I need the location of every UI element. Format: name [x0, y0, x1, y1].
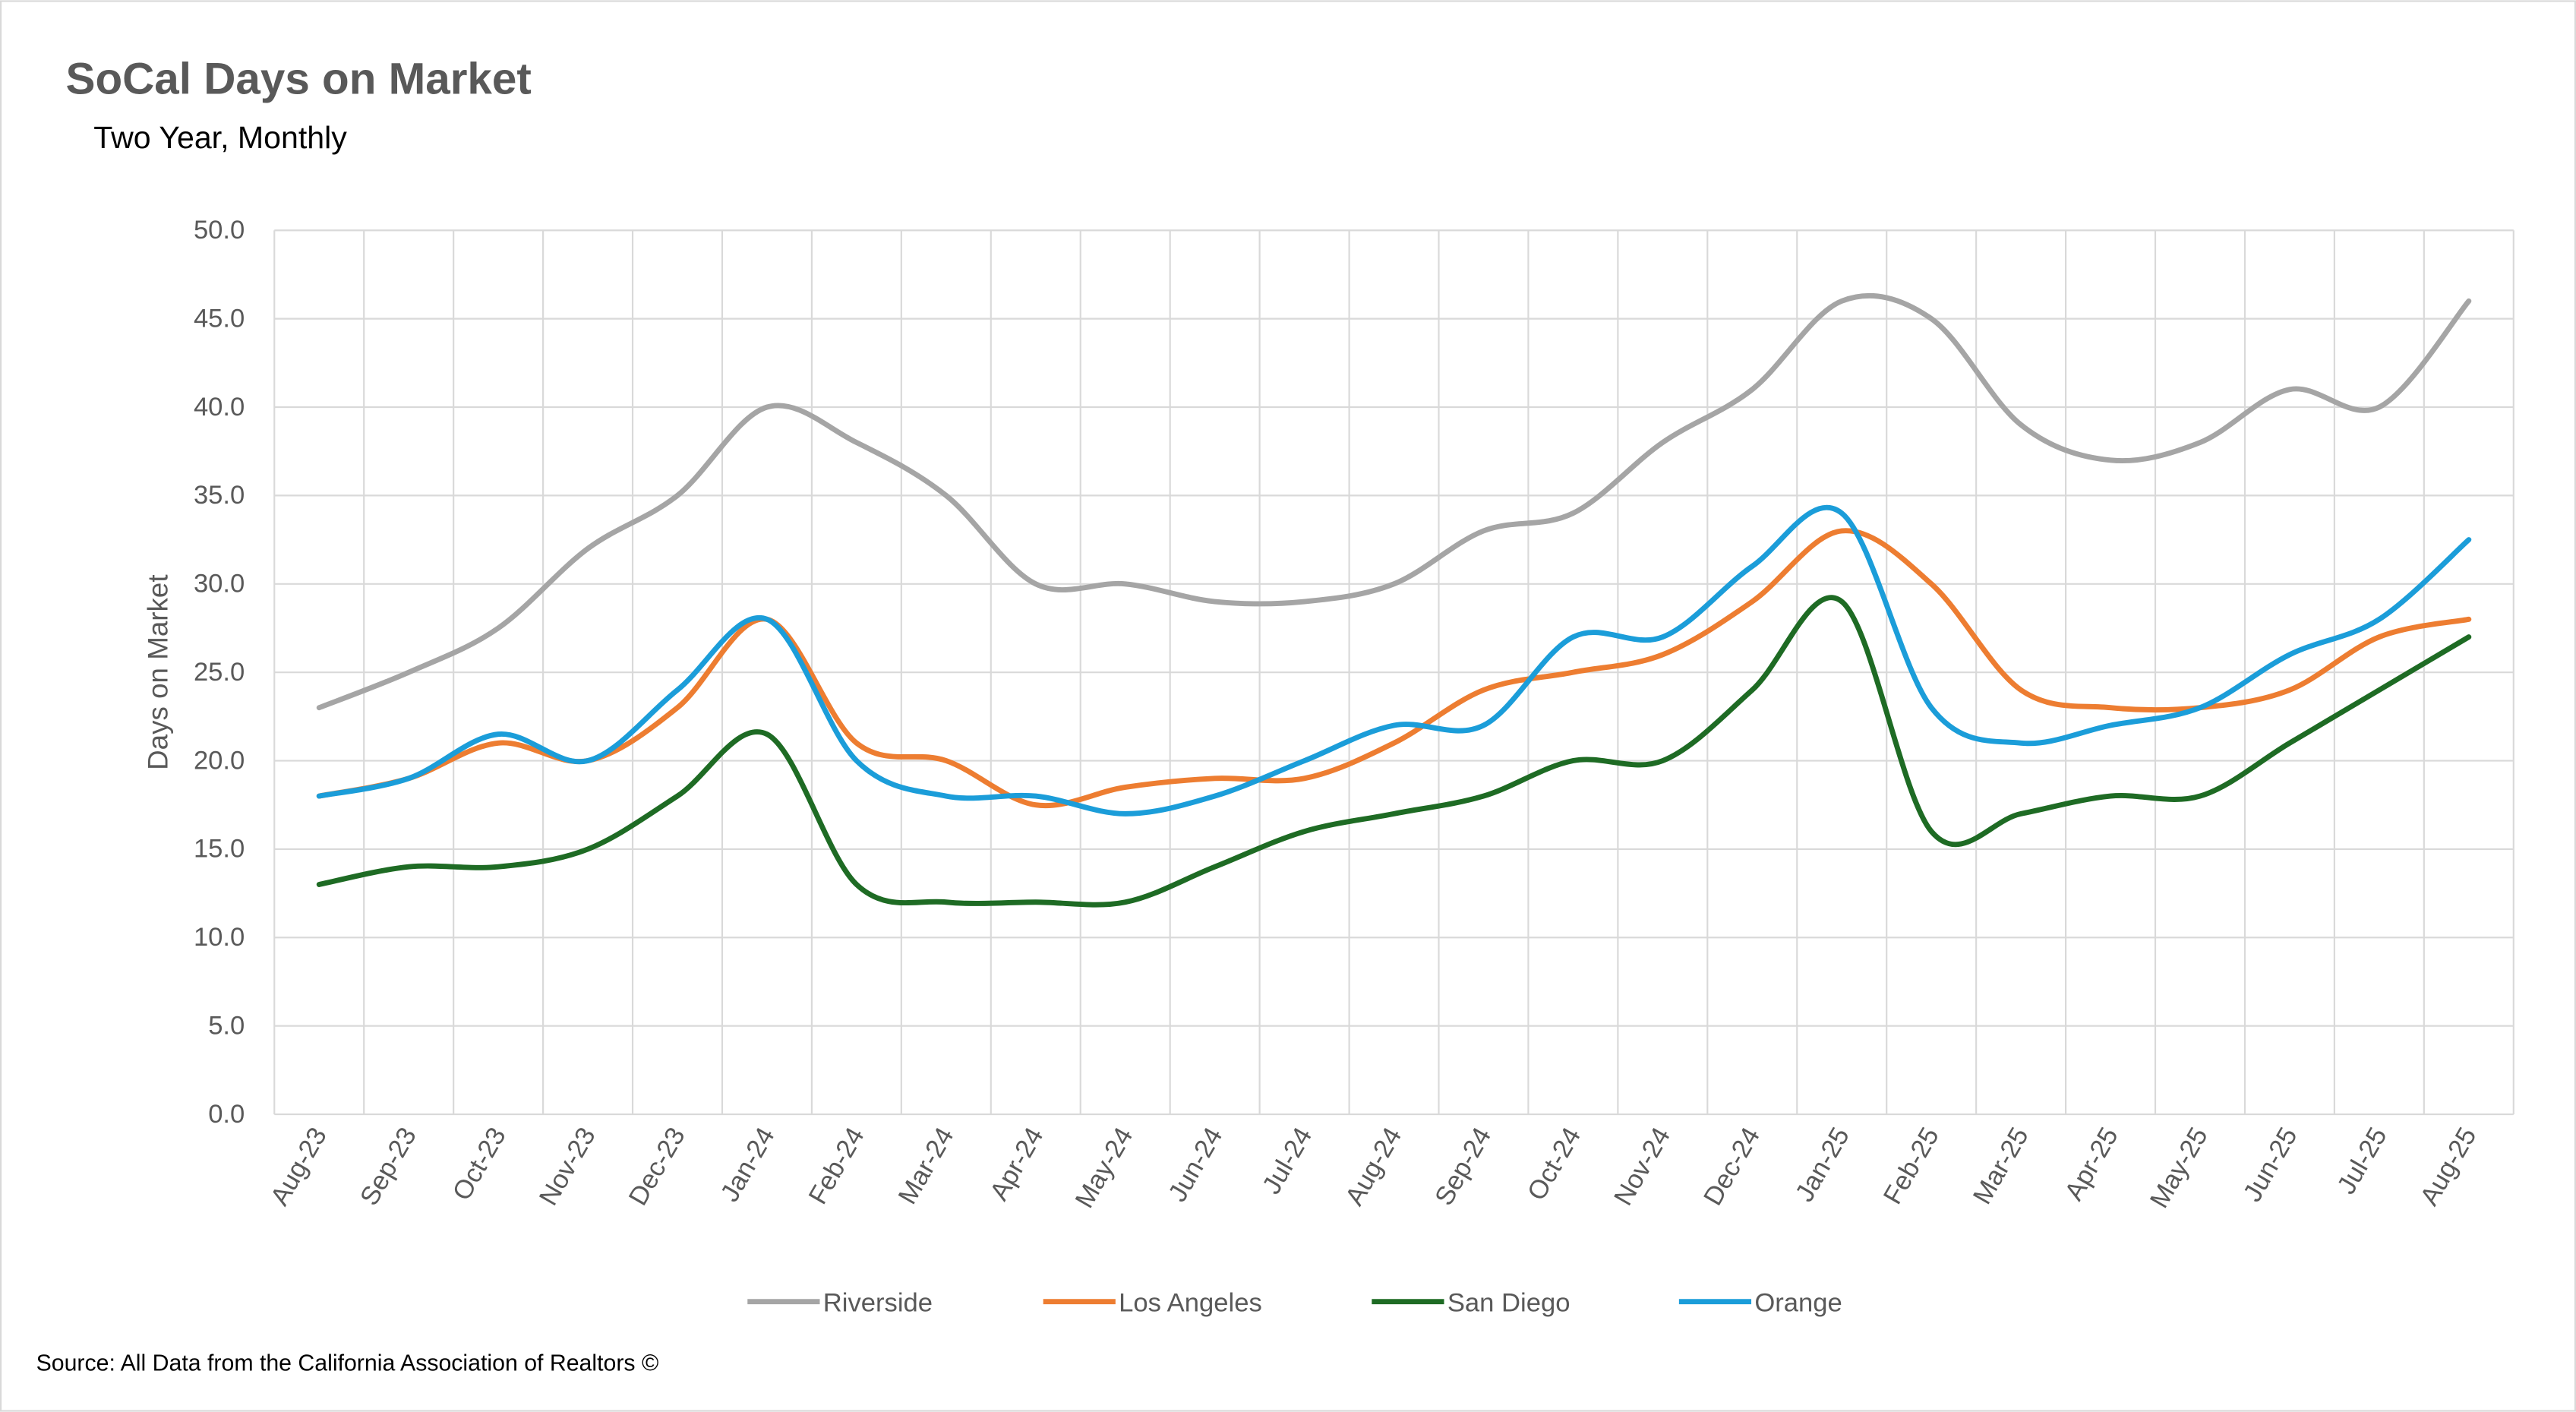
source-note: Source: All Data from the California Ass… — [36, 1351, 659, 1376]
y-tick-label: 35.0 — [194, 481, 245, 510]
series-line-san-diego — [316, 595, 2472, 908]
y-tick-label: 40.0 — [194, 393, 245, 422]
y-tick-label: 45.0 — [194, 304, 245, 333]
series-line-riverside — [316, 292, 2472, 711]
y-tick-label: 15.0 — [194, 835, 245, 864]
y-tick-label: 30.0 — [194, 570, 245, 599]
legend-label: San Diego — [1447, 1289, 1571, 1318]
y-tick-label: 5.0 — [208, 1012, 245, 1041]
chart-subtitle: Two Year, Monthly — [93, 120, 347, 155]
y-tick-label: 10.0 — [194, 923, 245, 952]
y-tick-label: 25.0 — [194, 658, 245, 687]
series-line-los-angeles — [316, 528, 2472, 809]
series-lines — [316, 292, 2472, 908]
y-axis-ticks: 0.0 5.0 10.0 15.0 20.0 25.0 30.0 35.0 40.0 45.0 50… — [194, 216, 245, 1129]
series-line-orange — [316, 504, 2472, 817]
y-tick-label: 50.0 — [194, 216, 245, 245]
legend-label: Riverside — [823, 1289, 933, 1318]
y-tick-label: 20.0 — [194, 746, 245, 775]
legend-label: Orange — [1754, 1289, 1842, 1318]
y-tick-label: 0.0 — [208, 1100, 245, 1129]
legend: Riverside Los Angeles San Diego Orange — [747, 1289, 1842, 1318]
chart-title: SoCal Days on Market — [66, 55, 532, 104]
legend-label: Los Angeles — [1119, 1289, 1262, 1318]
gridlines — [273, 229, 2514, 1116]
y-axis-label: Days on Market — [143, 574, 174, 769]
